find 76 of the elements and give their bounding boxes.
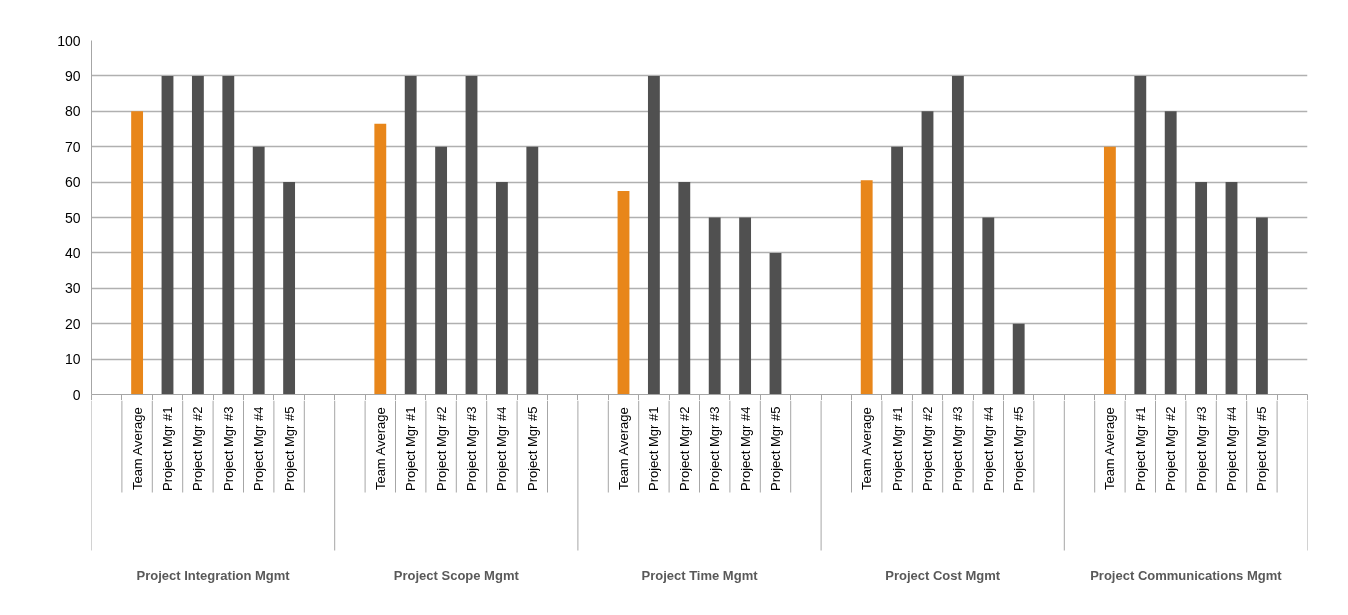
x-tick-label: Project Mgr #1 (646, 406, 662, 492)
bar (1103, 146, 1116, 395)
x-tick-label: Team Average (859, 407, 875, 491)
y-tick-label: 20 (64, 315, 81, 332)
y-tick-label: 70 (64, 138, 81, 155)
x-tick-label: Project Mgr #1 (403, 406, 419, 492)
x-tick-label: Project Mgr #3 (950, 406, 966, 492)
x-tick-label: Project Mgr #3 (220, 406, 236, 492)
text: Project Integration Mgmt (136, 568, 291, 583)
bar (921, 111, 934, 395)
bar (283, 182, 296, 395)
bar (1134, 75, 1147, 395)
text: Project Communications Mgmt (1090, 568, 1283, 583)
y-tick-label: 40 (64, 244, 81, 261)
bar (739, 217, 752, 395)
x-tick-label: Team Average (616, 407, 631, 491)
x-tick-label: Project Mgr #1 (160, 406, 175, 492)
bar (404, 75, 417, 395)
x-tick-label: Project Mgr #5 (1254, 406, 1270, 492)
y-tick-label: 50 (64, 209, 81, 226)
x-tick-label: Project Mgr #4 (737, 406, 753, 492)
bar (1164, 111, 1177, 395)
x-tick-label: Project Mgr #1 (1132, 406, 1148, 492)
x-tick-label: Project Mgr #1 (889, 406, 905, 492)
y-tick-label: 60 (64, 174, 81, 191)
bar (708, 217, 721, 395)
x-tick-label: Project Mgr #4 (1224, 406, 1239, 492)
bar (374, 123, 387, 395)
bar (982, 217, 995, 395)
bar (647, 75, 660, 395)
bar (526, 146, 539, 395)
bar (860, 180, 873, 395)
x-tick-label: Project Mgr #5 (281, 406, 297, 492)
x-tick-label: Team Average (372, 407, 388, 491)
x-tick-label: Project Mgr #5 (1011, 406, 1027, 492)
text: Project Time Mgmt (641, 568, 759, 583)
text: Project Scope Mgmt (393, 568, 520, 583)
y-tick-label: 80 (64, 103, 81, 120)
bar (495, 182, 508, 395)
y-tick-label: 30 (64, 280, 81, 297)
x-tick-label: Project Mgr #3 (1193, 406, 1209, 492)
bar (465, 75, 478, 395)
y-tick-label: 100 (57, 32, 81, 49)
x-tick-label: Project Mgr #3 (464, 406, 479, 492)
x-tick-label: Project Mgr #2 (190, 406, 206, 492)
x-tick-label: Team Average (129, 407, 145, 491)
x-tick-label: Project Mgr #2 (1163, 406, 1179, 492)
y-tick-label: 90 (64, 67, 81, 84)
bar (678, 182, 691, 395)
x-tick-label: Project Mgr #4 (251, 406, 267, 492)
x-tick-label: Project Mgr #4 (494, 406, 510, 492)
bar (891, 146, 904, 395)
x-tick-label: Project Mgr #5 (768, 406, 783, 492)
bar (435, 146, 448, 395)
x-tick-label: Project Mgr #3 (707, 406, 723, 492)
x-tick-label: Project Mgr #2 (433, 406, 449, 492)
x-tick-label: Project Mgr #5 (524, 406, 540, 492)
y-tick-label: 10 (64, 351, 81, 368)
x-tick-label: Project Mgr #4 (980, 406, 996, 492)
text: Project Cost Mgmt (885, 568, 1001, 583)
bar (617, 190, 630, 395)
bar (222, 75, 235, 395)
bar (252, 146, 265, 395)
y-tick-label: 0 (72, 386, 81, 403)
bar (951, 75, 964, 395)
x-tick-label: Team Average (1102, 407, 1118, 491)
bar (1255, 217, 1268, 395)
bar (161, 75, 174, 395)
bar (191, 75, 204, 395)
bar (1195, 182, 1208, 395)
x-tick-label: Project Mgr #2 (920, 406, 935, 492)
bar (1225, 182, 1238, 395)
bar (769, 252, 782, 395)
x-tick-label: Project Mgr #2 (676, 406, 692, 492)
bar (1012, 323, 1025, 395)
bar (131, 111, 144, 395)
